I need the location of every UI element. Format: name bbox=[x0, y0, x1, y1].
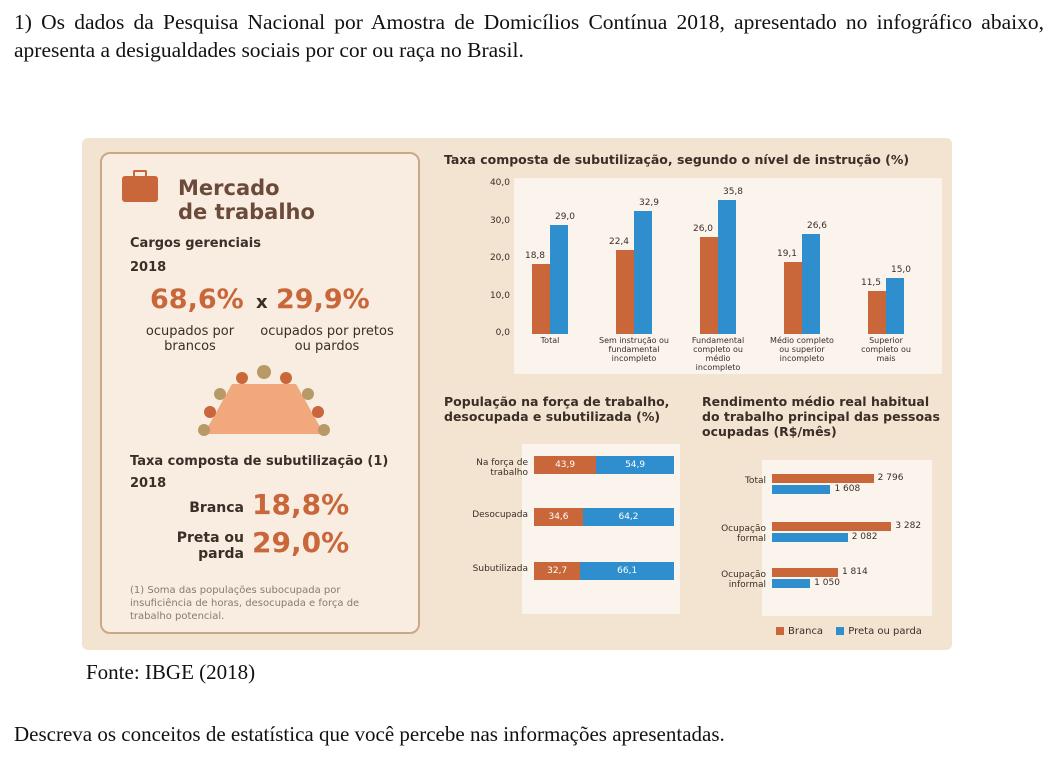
chart1-bar bbox=[718, 199, 736, 334]
chart3-row-label: Ocupação informal bbox=[721, 570, 766, 590]
chart3-row-label: Total bbox=[744, 476, 766, 486]
chart1-bar-label: 26,6 bbox=[806, 221, 828, 232]
mercado-title-line1: Mercado bbox=[178, 176, 280, 200]
source-text: Fonte: IBGE (2018) bbox=[86, 660, 256, 684]
chart3-bar bbox=[772, 474, 874, 483]
chart3-bar-label: 1 050 bbox=[814, 578, 840, 588]
chart3-bar bbox=[772, 485, 831, 494]
chart1-category-label: Total bbox=[540, 336, 560, 345]
legend-branca: Branca bbox=[776, 626, 823, 637]
footnote: (1) Soma das populações subocupada por i… bbox=[130, 585, 360, 622]
chart1-category-label: Sem instrução ou fundamental incompleto bbox=[599, 336, 669, 363]
chart1-category-label: Médio completo ou superior incompleto bbox=[770, 336, 834, 363]
chart2-seg-branca: 34,6 bbox=[534, 508, 584, 526]
chart2-seg-preta: 54,9 bbox=[596, 456, 674, 474]
chart1-bar bbox=[802, 234, 820, 334]
chart2-seg-branca: 32,7 bbox=[534, 562, 581, 580]
chart2-seg-branca: 43,9 bbox=[534, 456, 597, 474]
chart1-bar bbox=[532, 263, 550, 334]
mercado-title: Mercado de trabalho bbox=[178, 176, 315, 224]
occ-pretos: ocupados por pretos ou pardos bbox=[260, 324, 394, 354]
preta-label: Preta ou parda bbox=[176, 530, 244, 562]
chart1-bar bbox=[550, 225, 568, 334]
chart1-bar bbox=[886, 277, 904, 334]
branca-label: Branca bbox=[189, 500, 244, 516]
chart3-bar-label: 2 796 bbox=[877, 473, 904, 483]
chart1-ytick: 40,0 bbox=[489, 178, 510, 188]
pct-pretos: 29,9% bbox=[276, 284, 370, 315]
chart1-bar-label: 26,0 bbox=[692, 223, 714, 234]
occ-brancos: ocupados por brancos bbox=[145, 324, 235, 354]
chart1-bar-label: 29,0 bbox=[554, 212, 576, 223]
chart1-ytick: 10,0 bbox=[489, 290, 510, 301]
briefcase-icon bbox=[122, 170, 158, 202]
chart1-bar-label: 35,8 bbox=[722, 186, 744, 197]
chart3-bar bbox=[772, 533, 848, 542]
preta-value: 29,0% bbox=[252, 526, 350, 559]
cargos-year: 2018 bbox=[130, 260, 167, 275]
chart1-category-label: Fundamental completo ou médio incompleto bbox=[691, 336, 745, 372]
chart2-title: População na força de trabalho, desocupa… bbox=[444, 394, 670, 424]
branca-value: 18,8% bbox=[252, 488, 350, 521]
chart1-bar-label: 32,9 bbox=[638, 197, 660, 208]
chart1-bar bbox=[868, 290, 886, 334]
chart1-category-label: Superior completo ou mais bbox=[861, 336, 911, 363]
chart1-title: Taxa composta de subutilização, segundo … bbox=[444, 152, 910, 167]
legend-preta: Preta ou parda bbox=[836, 626, 922, 637]
chart2-seg-preta: 64,2 bbox=[583, 508, 674, 526]
infographic: Mercado de trabalho Cargos gerenciais 20… bbox=[82, 138, 952, 650]
chart3-bar-label: 3 282 bbox=[895, 521, 922, 531]
question-text: 1) Os dados da Pesquisa Nacional por Amo… bbox=[14, 10, 1044, 62]
chart1-ytick: 20,0 bbox=[489, 253, 510, 263]
cargos-label: Cargos gerenciais bbox=[130, 236, 261, 251]
mercado-panel: Mercado de trabalho Cargos gerenciais 20… bbox=[100, 152, 420, 634]
chart1-bar-label: 19,1 bbox=[776, 249, 798, 260]
prompt-text: Descreva os conceitos de estatística que… bbox=[14, 722, 725, 746]
chart3-bar bbox=[772, 579, 811, 588]
chart1-bar-label: 22,4 bbox=[608, 237, 630, 247]
chart1-bar bbox=[700, 236, 718, 334]
chart1-bar bbox=[784, 262, 802, 334]
legend: Branca Preta ou parda bbox=[776, 626, 922, 637]
person-icon bbox=[257, 365, 271, 379]
chart3-bar bbox=[772, 568, 838, 577]
meeting-table-icon bbox=[198, 365, 330, 436]
sub-year: 2018 bbox=[130, 476, 167, 491]
chart1-ytick: 30,0 bbox=[489, 215, 510, 226]
sub-label: Taxa composta de subutilização (1) bbox=[130, 454, 389, 469]
chart1-bar bbox=[634, 210, 652, 334]
chart3-bar-label: 1 608 bbox=[834, 484, 861, 494]
chart2-row-label: Desocupada bbox=[472, 510, 528, 520]
chart2-row-label: Na força de trabalho bbox=[476, 458, 528, 478]
chart1-bar-label: 11,5 bbox=[860, 277, 882, 288]
chart1-bar bbox=[616, 250, 634, 334]
pct-brancos: 68,6% bbox=[150, 284, 244, 315]
chart1-bar-label: 18,8 bbox=[524, 250, 546, 261]
chart2-row-label: Subutilizada bbox=[472, 564, 528, 574]
chart3-title: Rendimento médio real habitual do trabal… bbox=[702, 394, 940, 439]
chart3-bar-label: 1 814 bbox=[841, 567, 868, 577]
chart1-ytick: 0,0 bbox=[495, 328, 510, 338]
mercado-title-line2: de trabalho bbox=[178, 200, 315, 224]
chart1-bar-label: 15,0 bbox=[890, 264, 912, 275]
times-sign: x bbox=[256, 292, 268, 313]
chart2-seg-preta: 66,1 bbox=[580, 562, 674, 580]
chart3-row-label: Ocupação formal bbox=[721, 524, 766, 544]
chart3-bar bbox=[772, 522, 892, 531]
chart3-bar-label: 2 082 bbox=[851, 532, 878, 542]
